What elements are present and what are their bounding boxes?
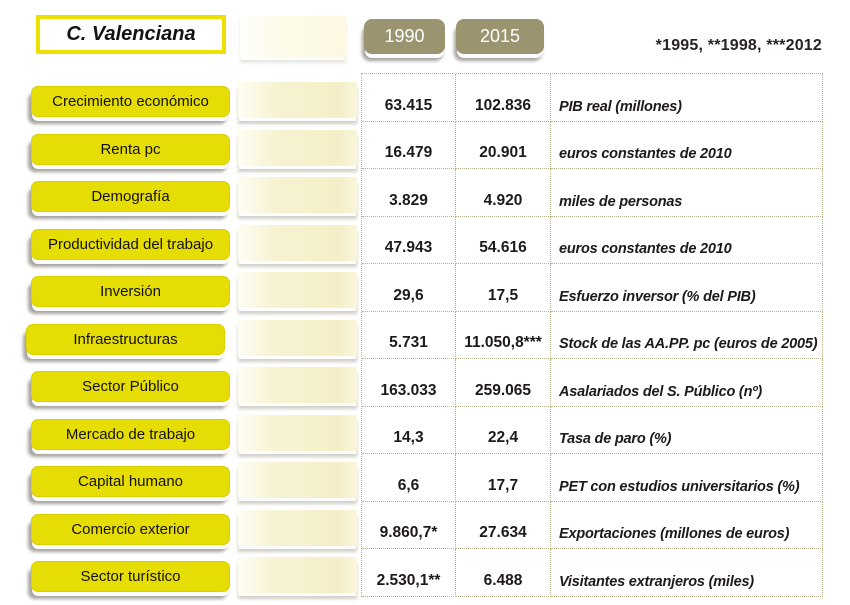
cream-placeholder-box	[238, 557, 357, 593]
cream-placeholder-box	[238, 462, 357, 498]
cream-placeholder-box	[238, 414, 357, 451]
category-button-demografia[interactable]: Demografía	[31, 181, 230, 212]
value-1990-cell: 163.033	[362, 359, 456, 407]
region-title: C. Valenciana	[66, 23, 196, 45]
category-button-inversion[interactable]: Inversión	[31, 276, 230, 307]
sidebar-row: Capital humano	[0, 453, 358, 501]
indicator-table: 63.415 102.836 PIB real (millones) 16.47…	[361, 73, 823, 597]
value-2015-cell: 22,4	[456, 406, 551, 454]
cream-placeholder-box	[238, 177, 357, 213]
category-button-comercio-exterior[interactable]: Comercio exterior	[31, 513, 230, 545]
cream-placeholder-box	[238, 509, 357, 546]
indicator-description-cell: miles de personas	[551, 169, 823, 217]
cream-placeholder-box	[238, 367, 357, 403]
footnote-years: *1995, **1998, ***2012	[655, 37, 822, 54]
sidebar-row: Crecimiento económico	[0, 73, 358, 121]
value-2015-cell: 27.634	[456, 501, 551, 549]
indicator-description-cell: Esfuerzo inversor (% del PIB)	[551, 264, 823, 312]
sidebar-row: Inversión	[0, 263, 358, 311]
value-1990-cell: 5.731	[362, 311, 456, 359]
cream-placeholder-box	[238, 82, 357, 118]
category-sidebar: Crecimiento económico Renta pc Demografí…	[0, 73, 358, 596]
indicator-description-cell: Stock de las AA.PP. pc (euros de 2005)	[551, 311, 823, 359]
year-button-1990[interactable]: 1990	[364, 19, 445, 54]
value-1990-cell: 63.415	[362, 74, 456, 122]
cream-placeholder-box	[238, 129, 357, 166]
category-button-renta-pc[interactable]: Renta pc	[31, 133, 230, 165]
value-1990-cell: 16.479	[362, 121, 456, 169]
indicator-description-cell: Visitantes extranjeros (miles)	[551, 549, 823, 597]
sidebar-row: Mercado de trabajo	[0, 406, 358, 454]
sidebar-row: Renta pc	[0, 121, 358, 169]
category-button-infraestructuras[interactable]: Infraestructuras	[26, 323, 225, 355]
sidebar-row: Productividad del trabajo	[0, 216, 358, 264]
indicator-description-cell: Asalariados del S. Público (nº)	[551, 359, 823, 407]
value-2015-cell: 102.836	[456, 74, 551, 122]
value-1990-cell: 9.860,7*	[362, 501, 456, 549]
value-2015-cell: 4.920	[456, 169, 551, 217]
category-button-productividad-del-trabajo[interactable]: Productividad del trabajo	[31, 228, 230, 260]
value-1990-cell: 14,3	[362, 406, 456, 454]
value-2015-cell: 54.616	[456, 216, 551, 264]
indicator-description-cell: euros constantes de 2010	[551, 216, 823, 264]
indicator-description-cell: Tasa de paro (%)	[551, 406, 823, 454]
sidebar-row: Sector Público	[0, 358, 358, 406]
indicator-description-cell: PIB real (millones)	[551, 74, 823, 122]
category-button-sector-publico[interactable]: Sector Público	[31, 371, 230, 402]
indicator-description-cell: Exportaciones (millones de euros)	[551, 501, 823, 549]
cream-placeholder-box	[238, 319, 357, 356]
category-button-capital-humano[interactable]: Capital humano	[31, 466, 230, 497]
value-2015-cell: 17,5	[456, 264, 551, 312]
value-1990-cell: 6,6	[362, 454, 456, 502]
value-2015-cell: 6.488	[456, 549, 551, 597]
value-1990-cell: 2.530,1**	[362, 549, 456, 597]
category-button-sector-turistico[interactable]: Sector turístico	[31, 561, 230, 592]
value-2015-cell: 259.065	[456, 359, 551, 407]
value-2015-cell: 20.901	[456, 121, 551, 169]
year-button-2015[interactable]: 2015	[456, 19, 544, 54]
sidebar-row: Sector turístico	[0, 548, 358, 596]
sidebar-row: Demografía	[0, 168, 358, 216]
value-2015-cell: 17,7	[456, 454, 551, 502]
region-title-box: C. Valenciana	[36, 15, 226, 54]
value-1990-cell: 47.943	[362, 216, 456, 264]
indicator-description-cell: PET con estudios universitarios (%)	[551, 454, 823, 502]
sidebar-row: Comercio exterior	[0, 501, 358, 549]
cream-placeholder-box	[238, 224, 357, 261]
indicator-description-cell: euros constantes de 2010	[551, 121, 823, 169]
header-cream-placeholder	[240, 16, 346, 58]
sidebar-row: Infraestructuras	[0, 311, 358, 359]
cream-placeholder-box	[238, 272, 357, 308]
value-1990-cell: 29,6	[362, 264, 456, 312]
value-2015-cell: 11.050,8***	[456, 311, 551, 359]
value-1990-cell: 3.829	[362, 169, 456, 217]
category-button-crecimiento-economico[interactable]: Crecimiento económico	[31, 86, 230, 117]
category-button-mercado-de-trabajo[interactable]: Mercado de trabajo	[31, 418, 230, 450]
